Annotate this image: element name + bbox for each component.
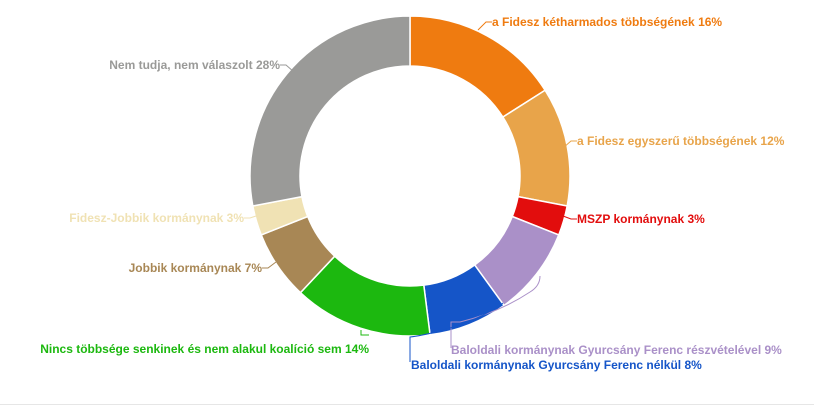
label-bracket: [409, 302, 504, 362]
slice-label: Nem tudja, nem válaszolt 28%: [109, 58, 280, 72]
slice-label: Baloldali kormánynak Gyurcsány Ferenc né…: [411, 358, 702, 372]
label-leader-line: [280, 64, 295, 73]
divider: [0, 404, 814, 405]
slice-label: MSZP kormánynak 3%: [577, 212, 705, 226]
slice-label: Jobbik kormánynak 7%: [129, 261, 263, 275]
donut-slice[interactable]: [249, 15, 411, 207]
label-bracket: [450, 275, 541, 348]
label-leader-line: [562, 215, 577, 220]
slice-label: a Fidesz kétharmados többségének 16%: [492, 15, 722, 29]
label-leader-line: [562, 140, 577, 149]
label-leader-line: [262, 261, 277, 269]
label-leader-line: [360, 330, 369, 336]
label-leader-line: [477, 21, 492, 31]
label-leader-line: [244, 215, 257, 219]
donut-slice[interactable]: [409, 15, 547, 119]
slice-label: a Fidesz egyszerű többségének 12%: [577, 134, 785, 148]
slice-label: Nincs többsége senkinek és nem alakul ko…: [40, 342, 369, 356]
slice-label: Baloldali kormánynak Gyurcsány Ferenc ré…: [451, 343, 782, 357]
slice-label: Fidesz-Jobbik kormánynak 3%: [69, 211, 244, 225]
